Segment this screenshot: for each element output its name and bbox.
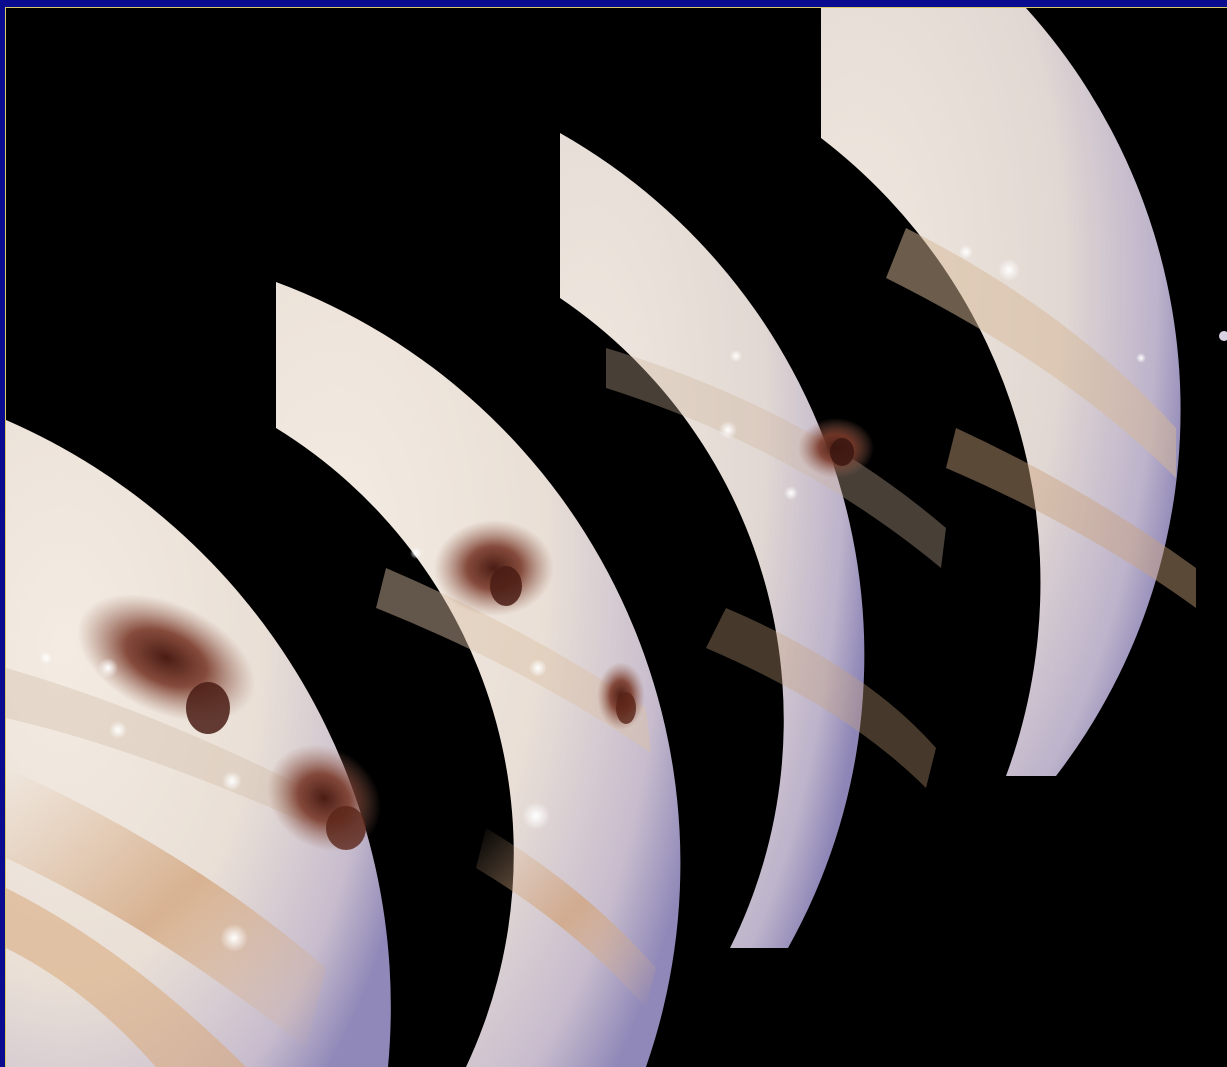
jupiter-photo — [6, 8, 1227, 1067]
jupiter-image — [6, 8, 1227, 1067]
